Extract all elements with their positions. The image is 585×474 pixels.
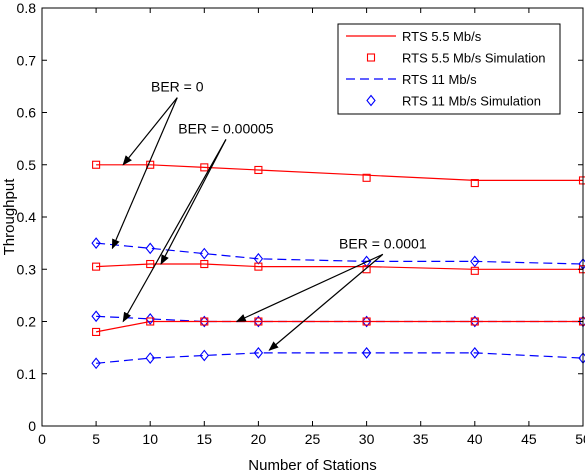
y-tick-label: 0.5 xyxy=(17,157,37,173)
y-axis-label: Throughput xyxy=(1,178,18,256)
square-marker xyxy=(362,317,371,326)
series-line-rts-5-5-ber-0.00005 xyxy=(96,263,583,270)
square-marker xyxy=(146,317,155,326)
legend-label: RTS 11 Mb/s xyxy=(402,72,477,87)
square-marker xyxy=(200,317,209,326)
diamond-marker xyxy=(470,255,480,268)
diamond-marker xyxy=(253,252,264,265)
x-tick-label: 20 xyxy=(251,431,267,447)
annotation-label: BER = 0 xyxy=(151,79,204,95)
annotation-label: BER = 0.00005 xyxy=(178,120,274,136)
diamond-marker xyxy=(361,255,372,268)
x-tick-label: 50 xyxy=(575,431,585,447)
square-marker xyxy=(254,165,263,175)
diamond-marker xyxy=(253,315,264,328)
x-tick-label: 30 xyxy=(359,431,375,447)
x-tick-label: 35 xyxy=(413,431,429,447)
series-line-rts-11-ber-0.0001 xyxy=(96,352,584,364)
square-marker xyxy=(92,262,101,271)
y-tick-label: 0.3 xyxy=(17,261,37,277)
diamond-marker xyxy=(145,313,155,325)
legend-box xyxy=(337,23,561,115)
x-tick-label: 25 xyxy=(305,431,321,447)
series-layer xyxy=(95,164,584,364)
series-line-rts-5-5-ber-0 xyxy=(96,164,583,181)
square-marker xyxy=(200,163,209,172)
diamond-marker xyxy=(91,237,101,250)
diamond-marker xyxy=(91,357,101,370)
square-marker xyxy=(362,173,371,182)
legend-label: RTS 5.5 Mb/s xyxy=(402,29,482,44)
diamond-marker xyxy=(470,346,480,359)
legend: RTS 5.5 Mb/s RTS 5.5 Mb/s Simulation RTS 1… xyxy=(337,23,561,115)
annotation-arrow xyxy=(122,139,227,323)
x-tick-label: 10 xyxy=(142,431,158,447)
square-marker xyxy=(362,265,371,274)
diamond-marker xyxy=(199,247,210,260)
y-tick-label: 0.4 xyxy=(17,209,37,225)
x-tick-label: 0 xyxy=(38,431,46,447)
annotation-arrow xyxy=(111,97,178,250)
x-axis-label: Number of Stations xyxy=(248,457,376,474)
square-marker xyxy=(200,259,209,269)
annotation-arrow xyxy=(235,253,384,323)
diamond-marker xyxy=(145,242,155,255)
square-marker xyxy=(470,266,479,275)
diamond-marker xyxy=(470,315,480,328)
diamond-marker xyxy=(253,346,264,359)
ber-annotations: BER = 0 BER = 0.00005 BER = 0.0001 xyxy=(111,79,427,351)
legend-swatch-square xyxy=(366,53,376,62)
diamond-marker xyxy=(199,349,210,362)
y-axis-ticks: 0 0.1 0.2 0.3 0.4 0.5 0.6 0.7 0.8 xyxy=(17,0,583,434)
y-tick-label: 0.6 xyxy=(17,105,37,121)
legend-swatch-diamond xyxy=(366,94,376,107)
series-line-rts-5-5-ber-0.0001 xyxy=(95,320,583,333)
square-marker xyxy=(470,317,479,326)
y-tick-label: 0 xyxy=(28,418,36,434)
series-line-rts-11-ber-0.00005 xyxy=(96,315,583,323)
y-tick-label: 0.8 xyxy=(17,0,37,16)
diamond-marker xyxy=(199,315,210,328)
series-line-rts-11-ber-0 xyxy=(96,242,584,265)
y-tick-label: 0.7 xyxy=(17,52,37,68)
x-tick-label: 40 xyxy=(467,431,483,447)
legend-label: RTS 11 Mb/s Simulation xyxy=(402,94,541,109)
diamond-marker xyxy=(361,346,372,359)
square-marker xyxy=(92,160,101,169)
y-tick-label: 0.2 xyxy=(17,314,37,330)
x-tick-label: 15 xyxy=(197,431,213,447)
marker-layer xyxy=(91,160,585,370)
diamond-marker xyxy=(145,352,155,364)
annotation-arrow xyxy=(122,97,178,166)
x-axis-ticks: 0 5 10 15 20 25 30 35 40 45 50 xyxy=(38,8,585,447)
square-marker xyxy=(146,259,155,269)
x-tick-label: 45 xyxy=(521,431,537,447)
square-marker xyxy=(470,178,479,188)
square-marker xyxy=(254,262,263,271)
y-tick-label: 0.1 xyxy=(17,366,37,382)
diamond-marker xyxy=(361,315,372,328)
square-marker xyxy=(92,327,101,337)
diamond-marker xyxy=(91,310,101,323)
legend-label: RTS 5.5 Mb/s Simulation xyxy=(402,51,546,66)
annotation-arrow xyxy=(268,253,384,351)
annotation-arrow xyxy=(160,139,227,265)
x-tick-label: 5 xyxy=(92,431,100,447)
annotation-label: BER = 0.0001 xyxy=(339,235,427,251)
square-marker xyxy=(254,317,263,326)
